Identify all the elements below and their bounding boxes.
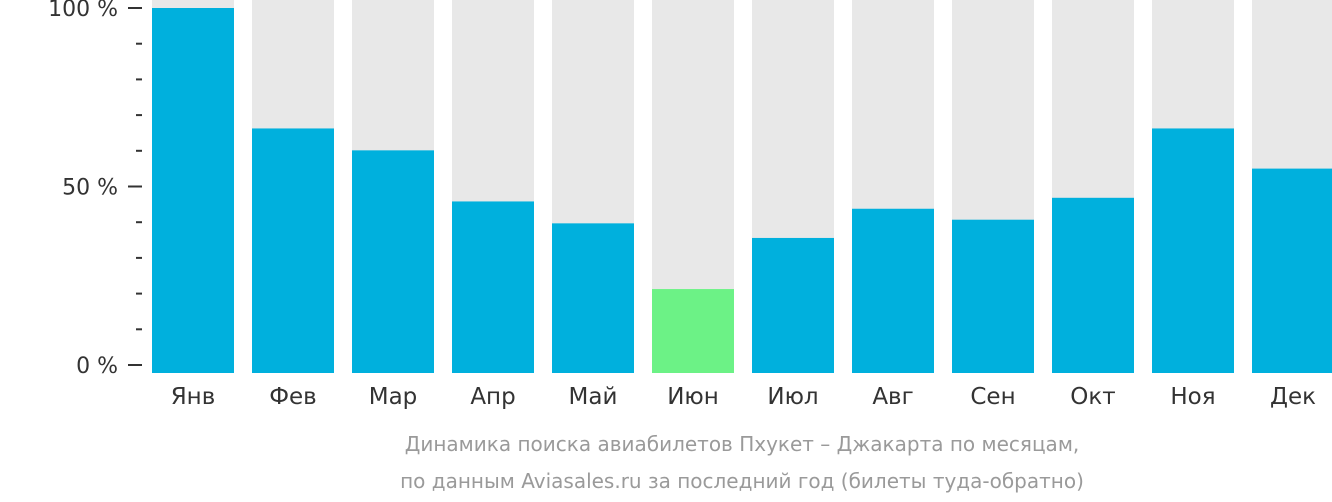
x-tick-label-11: Ноя (1170, 384, 1215, 410)
bar-11 (1152, 128, 1234, 373)
y-axis: 0 % 50 % 100 % (48, 0, 142, 379)
y-tick-label-2: 50 % (62, 176, 118, 201)
bar-8 (852, 208, 934, 373)
x-tick-label-3: Мар (369, 384, 418, 410)
bar-5 (552, 223, 634, 373)
bar-1 (152, 8, 234, 373)
caption-line-2: по данным Aviasales.ru за последний год … (400, 469, 1084, 493)
caption-line-1: Динамика поиска авиабилетов Пхукет – Джа… (405, 432, 1080, 456)
chart-caption: Динамика поиска авиабилетов Пхукет – Джа… (400, 432, 1084, 493)
x-axis-labels: Янв Фев Мар Апр Май Июн Июл Авг Сен Окт Ноя Дек (171, 384, 1316, 410)
x-tick-label-6: Июн (667, 384, 719, 410)
bar-2 (252, 128, 334, 373)
y-tick-label-1: 0 % (76, 354, 118, 379)
x-tick-label-9: Сен (970, 384, 1015, 410)
x-tick-label-1: Янв (171, 384, 216, 410)
x-tick-label-7: Июл (767, 384, 818, 410)
bar-12 (1252, 168, 1332, 373)
x-tick-label-10: Окт (1070, 384, 1115, 410)
bar-9 (952, 219, 1034, 373)
x-tick-label-5: Май (569, 384, 618, 410)
bar-4 (452, 201, 534, 373)
x-tick-label-4: Апр (470, 384, 515, 410)
x-tick-label-2: Фев (269, 384, 317, 410)
y-tick-label-3: 100 % (48, 0, 118, 22)
bar-7 (752, 237, 834, 373)
x-tick-label-12: Дек (1270, 384, 1316, 410)
data-bars (152, 8, 1332, 373)
bar-6 (652, 289, 734, 373)
bar-3 (352, 150, 434, 373)
x-tick-label-8: Авг (872, 384, 913, 410)
bar-10 (1052, 197, 1134, 373)
